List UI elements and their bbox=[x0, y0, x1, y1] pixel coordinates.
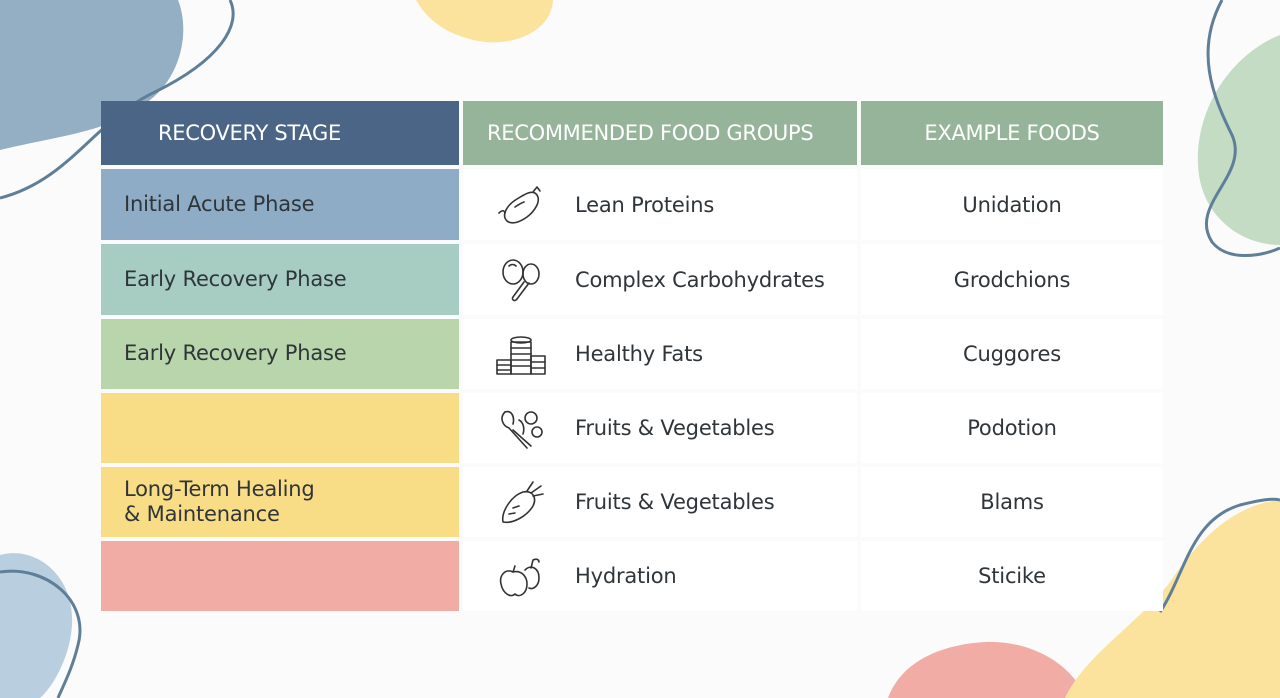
stage-label-line1: Long-Term Healing bbox=[124, 476, 315, 501]
food-group-label: Fruits & Vegetables bbox=[575, 490, 775, 514]
stage-cell bbox=[101, 393, 459, 463]
food-group-cell: Hydration bbox=[463, 541, 857, 611]
food-group-cell: Healthy Fats bbox=[463, 319, 857, 389]
recovery-nutrition-table: RECOVERY STAGE RECOMMENDED FOOD GROUPS E… bbox=[101, 101, 1163, 611]
apples-icon bbox=[493, 548, 549, 604]
food-group-label: Healthy Fats bbox=[575, 342, 703, 366]
food-group-cell: Complex Carbohydrates bbox=[463, 244, 857, 315]
blue-line-bottom-right bbox=[1158, 497, 1280, 613]
stage-cell: Long-Term Healing & Maintenance bbox=[101, 467, 459, 537]
stage-cell: Initial Acute Phase bbox=[101, 169, 459, 240]
food-group-cell: Fruits & Vegetables bbox=[463, 393, 857, 463]
food-group-cell: Fruits & Vegetables bbox=[463, 467, 857, 537]
header-recommended-food-groups: RECOMMENDED FOOD GROUPS bbox=[463, 101, 857, 165]
blue-blob-top-left bbox=[0, 0, 184, 150]
food-group-label: Fruits & Vegetables bbox=[575, 416, 775, 440]
blue-line-bottom-left bbox=[0, 569, 82, 698]
lentil-beans-icon bbox=[493, 252, 549, 308]
yellow-blob-bottom-right bbox=[1065, 500, 1280, 698]
example-food-cell: Podotion bbox=[861, 393, 1163, 463]
sweet-potato-icon bbox=[493, 177, 549, 233]
stage-cell: Early Recovery Phase bbox=[101, 319, 459, 389]
food-group-label: Complex Carbohydrates bbox=[575, 267, 825, 292]
coin-stacks-icon bbox=[493, 326, 549, 382]
header-recovery-stage: RECOVERY STAGE bbox=[101, 101, 459, 165]
stage-label-line2: & Maintenance bbox=[124, 502, 280, 526]
blue-line-right bbox=[1204, 0, 1280, 257]
example-food-cell: Grodchions bbox=[861, 244, 1163, 315]
food-group-cell: Lean Proteins bbox=[463, 169, 857, 240]
example-food-cell: Blams bbox=[861, 467, 1163, 537]
yellow-blob-top bbox=[416, 0, 553, 43]
carrot-icon bbox=[493, 474, 549, 530]
food-group-label: Hydration bbox=[575, 564, 677, 588]
blue-line-top-left bbox=[0, 0, 235, 200]
food-group-label: Lean Proteins bbox=[575, 192, 715, 217]
leafy-vegetables-icon bbox=[493, 400, 549, 456]
header-example-foods: EXAMPLE FOODS bbox=[861, 101, 1163, 165]
example-food-cell: Cuggores bbox=[861, 319, 1163, 389]
example-food-cell: Sticike bbox=[861, 541, 1163, 611]
stage-cell: Early Recovery Phase bbox=[101, 244, 459, 315]
example-food-cell: Unidation bbox=[861, 169, 1163, 240]
blue-blob-bottom-left bbox=[0, 553, 73, 698]
stage-cell bbox=[101, 541, 459, 611]
pink-blob-bottom bbox=[888, 641, 1085, 698]
